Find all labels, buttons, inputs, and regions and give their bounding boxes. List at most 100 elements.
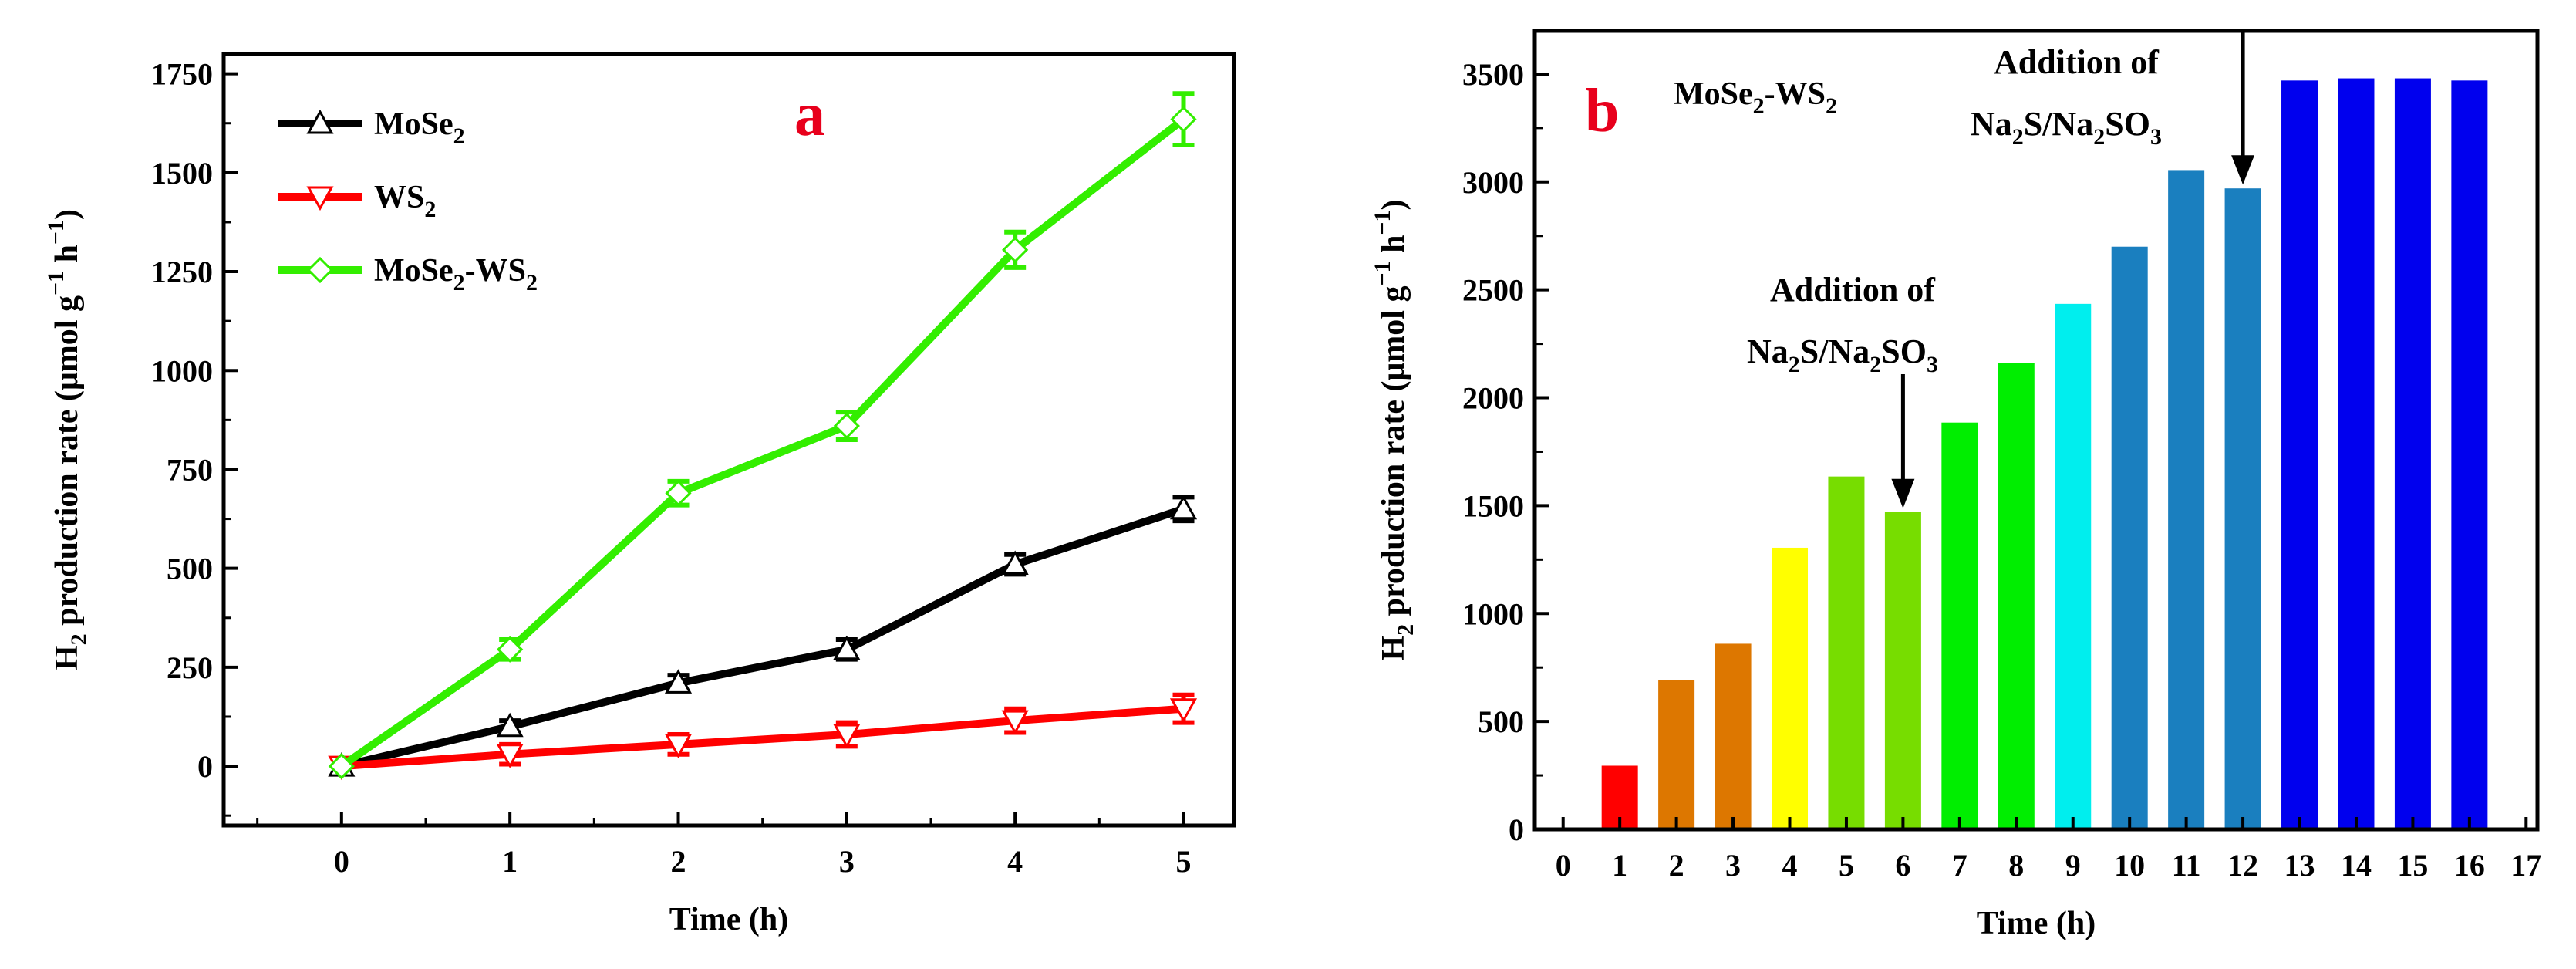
legend-label: MoSe2-WS2 bbox=[374, 253, 538, 295]
y-axis-title-part: 2 bbox=[1393, 624, 1418, 636]
legend-label-part: MoSe bbox=[374, 106, 453, 142]
series-line bbox=[339, 116, 1186, 770]
data-point bbox=[1002, 236, 1029, 263]
y-tick-label: 500 bbox=[1478, 704, 1524, 739]
annotation-line2-part: 2 bbox=[2012, 124, 2024, 150]
annotation-line2-part: 3 bbox=[2150, 124, 2162, 150]
bar bbox=[1941, 422, 1978, 829]
x-tick-label: 6 bbox=[1895, 848, 1910, 883]
y-axis-title-part: −1 bbox=[1370, 210, 1395, 235]
y-axis-title-part: ) bbox=[1376, 199, 1411, 210]
data-point bbox=[664, 669, 693, 694]
annotation-line2-part: S/Na bbox=[1800, 333, 1870, 370]
chart-title: MoSe2-WS2 bbox=[1674, 76, 1837, 119]
y-tick-label: 250 bbox=[167, 650, 213, 685]
bar bbox=[2338, 78, 2375, 830]
x-tick-label: 9 bbox=[2065, 848, 2081, 883]
x-tick-label: 12 bbox=[2227, 848, 2258, 883]
x-tick-label: 8 bbox=[2008, 848, 2024, 883]
x-tick-label: 14 bbox=[2341, 848, 2372, 883]
annotation-line2: Na2S/Na2SO3 bbox=[1971, 105, 2162, 150]
y-tick-label: 1500 bbox=[1462, 488, 1524, 523]
legend-label-part: 2 bbox=[424, 197, 436, 222]
data-point bbox=[496, 744, 524, 768]
annotation-line2-part: 2 bbox=[1870, 352, 1881, 377]
annotation-arrow-head bbox=[2231, 155, 2255, 185]
y-tick-label: 2000 bbox=[1462, 381, 1524, 416]
annotation-line2-part: S/Na bbox=[2024, 105, 2093, 143]
data-point bbox=[1169, 495, 1198, 520]
y-tick-label: 750 bbox=[167, 452, 213, 487]
data-point bbox=[1001, 550, 1029, 576]
y-axis-title-part: ) bbox=[49, 209, 85, 220]
x-tick-label: 3 bbox=[839, 844, 855, 879]
bar bbox=[2451, 80, 2488, 830]
legend-label: MoSe2 bbox=[374, 106, 465, 149]
x-tick-label: 5 bbox=[1839, 848, 1854, 883]
bar bbox=[2055, 303, 2092, 829]
y-axis-title-part: h bbox=[1376, 235, 1411, 262]
x-tick-label: 17 bbox=[2510, 848, 2541, 883]
x-tick-label: 1 bbox=[502, 844, 518, 879]
series-line bbox=[340, 505, 1185, 770]
chart-title-part: 2 bbox=[1753, 93, 1765, 119]
legend-marker bbox=[306, 186, 334, 211]
annotation-line2: Na2S/Na2SO3 bbox=[1747, 333, 1938, 377]
y-tick-label: 3500 bbox=[1462, 57, 1524, 92]
data-point bbox=[1170, 106, 1197, 133]
data-point bbox=[833, 724, 861, 749]
y-axis-title-part: 2 bbox=[66, 633, 92, 645]
bar bbox=[2394, 78, 2431, 830]
x-tick-label: 5 bbox=[1176, 844, 1192, 879]
series-line bbox=[341, 704, 1184, 771]
y-tick-label: 1000 bbox=[1462, 596, 1524, 631]
plot-frame bbox=[221, 52, 1236, 828]
annotation-arrow-head bbox=[1891, 478, 1915, 508]
legend-label-part: -WS bbox=[465, 253, 526, 289]
data-point bbox=[497, 636, 524, 663]
legend-label-part: 2 bbox=[526, 270, 538, 295]
x-tick-label: 2 bbox=[1669, 848, 1684, 883]
chart-title-part: -WS bbox=[1765, 76, 1826, 112]
series-MoSe2 bbox=[328, 495, 1198, 777]
chart-title-part: MoSe bbox=[1674, 76, 1753, 112]
y-axis-title-part: H bbox=[49, 645, 85, 670]
annotation-line2-part: SO bbox=[1881, 333, 1927, 370]
bar bbox=[1772, 547, 1809, 829]
x-tick-label: 4 bbox=[1007, 844, 1023, 879]
legend-label: WS2 bbox=[374, 180, 436, 222]
data-point bbox=[496, 712, 524, 738]
x-tick-label: 13 bbox=[2284, 848, 2315, 883]
legend-label-part: MoSe bbox=[374, 253, 453, 289]
data-point bbox=[665, 480, 692, 507]
panel-b-bar-chart: 0 1 2 3 4 5 6 7 8 9 10 11 12 13 14 15 16 1705001000150020… bbox=[1370, 29, 2541, 941]
x-tick-label: 11 bbox=[2172, 848, 2201, 883]
y-axis-title: H2 production rate (μmol g−1 h−1) bbox=[43, 209, 92, 670]
panel-label: b bbox=[1585, 77, 1620, 145]
data-point bbox=[328, 752, 355, 780]
x-tick-label: 15 bbox=[2397, 848, 2428, 883]
y-axis-title-part: production rate (μmol g bbox=[1376, 286, 1411, 624]
y-tick-label: 1250 bbox=[151, 255, 213, 289]
annotation-line2-part: 2 bbox=[1789, 352, 1800, 377]
y-axis-title-part: −1 bbox=[43, 271, 69, 295]
y-tick-label: 0 bbox=[1509, 812, 1524, 847]
y-axis-title-part: h bbox=[49, 245, 85, 271]
y-tick-label: 2500 bbox=[1462, 273, 1524, 308]
x-tick-label: 16 bbox=[2454, 848, 2485, 883]
x-axis-title: Time (h) bbox=[1977, 906, 2096, 941]
bar bbox=[2224, 188, 2261, 829]
legend-label-part: WS bbox=[374, 180, 424, 215]
x-tick-label: 2 bbox=[671, 844, 686, 879]
x-tick-label: 3 bbox=[1725, 848, 1741, 883]
panel-label: a bbox=[794, 81, 825, 149]
bar bbox=[1828, 476, 1865, 829]
y-tick-label: 1500 bbox=[151, 156, 213, 191]
bar bbox=[2281, 80, 2318, 830]
x-tick-label: 1 bbox=[1612, 848, 1627, 883]
data-point bbox=[833, 412, 860, 440]
bar bbox=[1884, 512, 1921, 829]
x-tick-label: 10 bbox=[2114, 848, 2145, 883]
